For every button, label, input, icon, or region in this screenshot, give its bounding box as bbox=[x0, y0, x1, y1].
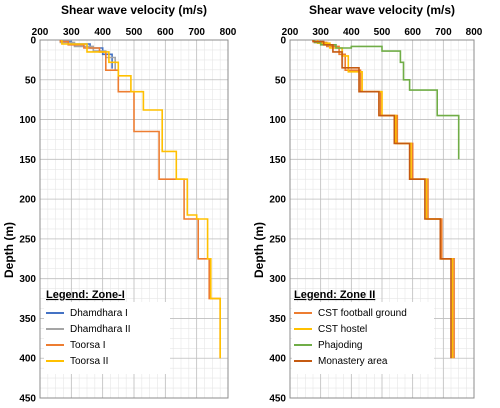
x-tick-label: 500 bbox=[126, 27, 143, 38]
legend-box bbox=[292, 302, 434, 374]
y-tick-label: 50 bbox=[25, 75, 37, 86]
x-tick-label: 200 bbox=[32, 27, 49, 38]
y-tick-label: 400 bbox=[269, 354, 286, 365]
legend-label: Toorsa I bbox=[70, 340, 106, 351]
y-tick-label: 300 bbox=[269, 274, 286, 285]
y-tick-label: 200 bbox=[269, 195, 286, 206]
x-tick-label: 200 bbox=[282, 27, 299, 38]
y-tick-label: 300 bbox=[19, 274, 36, 285]
y-tick-label: 150 bbox=[19, 155, 36, 166]
x-tick-label: 400 bbox=[94, 27, 111, 38]
series-line-monastery-area bbox=[312, 40, 452, 359]
y-tick-label: 400 bbox=[19, 354, 36, 365]
y-axis-title: Depth (m) bbox=[252, 222, 266, 278]
chart-panel-1: 200 300 400 500 600 700 800 0 50 100 150 200 250 300 3… bbox=[2, 3, 237, 405]
legend-title: Legend: Zone-I bbox=[46, 289, 125, 301]
x-tick-label: 500 bbox=[374, 27, 391, 38]
x-axis-title: Shear wave velocity (m/s) bbox=[61, 3, 207, 17]
legend-label: CST hostel bbox=[318, 324, 367, 335]
y-tick-label: 0 bbox=[280, 36, 286, 47]
plot-frame bbox=[289, 39, 475, 399]
y-tick-label: 100 bbox=[269, 115, 286, 126]
legend-label: Phajoding bbox=[318, 340, 362, 351]
y-tick-label: 200 bbox=[19, 195, 36, 206]
x-tick-label: 600 bbox=[157, 27, 174, 38]
y-tick-label: 350 bbox=[19, 314, 36, 325]
chart-panel-2: 200 300 400 500 600 700 800 0 50 100 150 200 250 300 3… bbox=[252, 3, 483, 405]
y-tick-label: 0 bbox=[30, 36, 36, 47]
series-line-toorsa-ii bbox=[61, 40, 221, 359]
legend-box bbox=[44, 302, 170, 374]
x-tick-label: 600 bbox=[404, 27, 421, 38]
x-tick-label: 800 bbox=[466, 27, 483, 38]
legend-label: Toorsa II bbox=[70, 356, 108, 367]
y-tick-label: 450 bbox=[269, 394, 286, 405]
x-tick-label: 400 bbox=[343, 27, 360, 38]
legend-title: Legend: Zone II bbox=[294, 289, 375, 301]
legend-label: Dhamdhara II bbox=[70, 324, 131, 335]
x-tick-label: 800 bbox=[220, 27, 237, 38]
legend-label: Monastery area bbox=[318, 356, 388, 367]
y-tick-label: 150 bbox=[269, 155, 286, 166]
legend-label: CST football ground bbox=[318, 308, 407, 319]
plot-frame bbox=[39, 39, 229, 399]
x-tick-label: 300 bbox=[312, 27, 329, 38]
y-tick-label: 350 bbox=[269, 314, 286, 325]
y-tick-label: 50 bbox=[275, 75, 287, 86]
legend-label: Dhamdhara I bbox=[70, 308, 128, 319]
x-tick-label: 300 bbox=[63, 27, 80, 38]
y-tick-label: 450 bbox=[19, 394, 36, 405]
y-tick-label: 250 bbox=[269, 234, 286, 245]
y-axis-title: Depth (m) bbox=[2, 222, 16, 278]
x-tick-label: 700 bbox=[435, 27, 452, 38]
y-tick-label: 100 bbox=[19, 115, 36, 126]
y-tick-label: 250 bbox=[19, 234, 36, 245]
x-axis-title: Shear wave velocity (m/s) bbox=[309, 3, 455, 17]
x-tick-label: 700 bbox=[188, 27, 205, 38]
